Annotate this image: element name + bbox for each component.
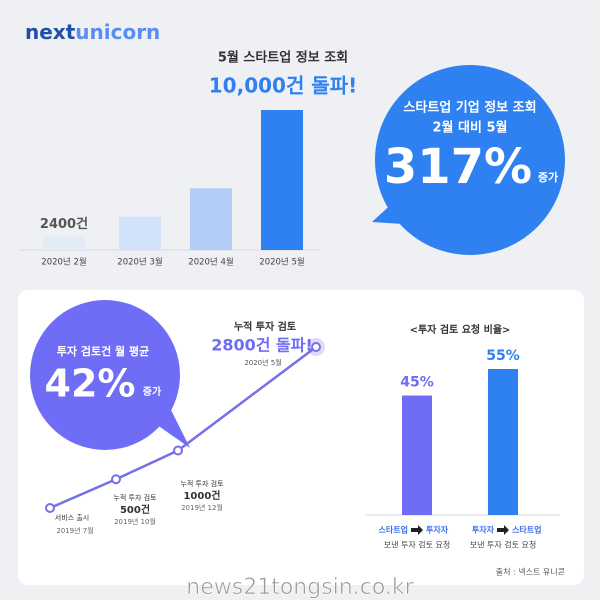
logo-part: unicorn [75, 20, 160, 44]
x-tick-label: 2020년 5월 [244, 358, 281, 367]
x-tick-label: 2019년 12월 [181, 503, 223, 512]
bar [488, 369, 518, 515]
flow-label: 스타트업 [379, 525, 408, 535]
x-tick-label: 2020년 2월 [41, 257, 86, 268]
x-tick-label: 2019년 10월 [114, 517, 156, 526]
logo-part: next [25, 20, 76, 44]
callout-text: 스타트업 기업 정보 조회 [403, 100, 536, 116]
point [173, 445, 183, 456]
bubble [30, 300, 180, 450]
point-note: 누적 투자 검토 [113, 493, 157, 502]
flow-label: 투자자 [426, 525, 449, 535]
chart-subtitle: 2800건 돌파! [211, 336, 313, 355]
point [111, 474, 121, 485]
point-note: 누적 투자 검토 [180, 479, 224, 488]
source: 출처 : 넥스트 유니콘 [496, 567, 565, 577]
bubble [375, 65, 565, 255]
value-label: 500건 [120, 503, 150, 516]
value-label: 45% [400, 375, 434, 391]
point-note: 서비스 출시 [55, 513, 89, 522]
callout-value: 42% [45, 362, 136, 406]
logo: nextunicorn [25, 20, 160, 44]
x-tick-label: 2020년 4월 [188, 257, 233, 268]
value-label: 1000건 [183, 489, 220, 502]
x-tick-label: 2020년 5월 [259, 257, 304, 268]
x-tick-label: 2020년 3월 [117, 257, 162, 268]
x-tick-label: 2019년 7월 [56, 526, 93, 535]
callout-text: 투자 검토건 월 평균 [57, 344, 149, 358]
watermark: news21tongsin.co.kr [186, 575, 414, 600]
flow-label: 투자자 [472, 525, 495, 535]
chart-title: <투자 검토 요청 비율> [410, 323, 511, 336]
point [311, 342, 321, 352]
bar [402, 395, 432, 515]
bar [261, 110, 303, 250]
bar [43, 236, 85, 250]
flow-label: 스타트업 [512, 525, 541, 535]
x-tick-label: 보낸 투자 검토 요청 [384, 540, 451, 550]
callout-value: 317% [384, 139, 532, 195]
chart-subtitle: 10,000건 돌파! [209, 74, 357, 98]
line [49, 346, 317, 510]
bar [190, 188, 232, 250]
value-label: 2400건 [40, 216, 88, 232]
chart-title: 누적 투자 검토 [234, 320, 296, 333]
arrow [497, 525, 509, 535]
callout-suffix: 증가 [143, 385, 162, 398]
point [45, 503, 55, 513]
bar [119, 216, 161, 250]
arrow [411, 525, 423, 535]
x-tick-label: 보낸 투자 검토 요청 [470, 540, 537, 550]
chart-title: 5월 스타트업 정보 조회 [218, 50, 348, 66]
callout-suffix: 증가 [538, 170, 558, 184]
value-label: 55% [486, 348, 520, 364]
callout-text: 2월 대비 5월 [433, 120, 508, 136]
